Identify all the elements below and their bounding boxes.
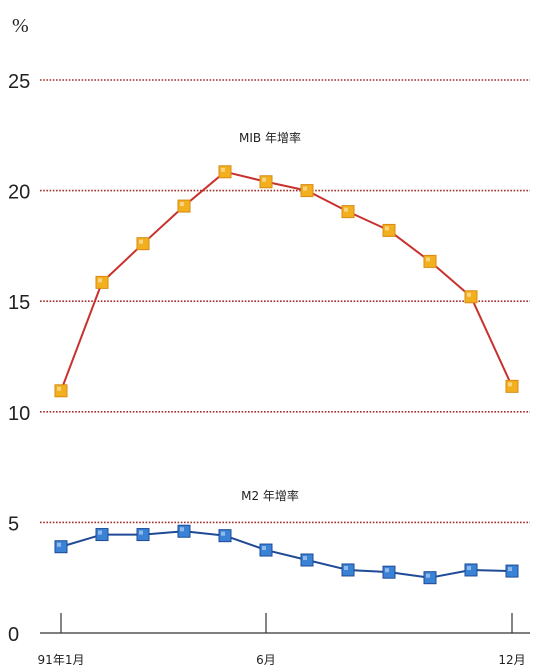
- marker-highlight: [385, 226, 389, 231]
- marker-square: [95, 275, 109, 289]
- data-point: [218, 165, 232, 179]
- marker-square: [423, 254, 437, 268]
- marker-highlight: [467, 565, 471, 570]
- data-point: [177, 199, 191, 213]
- data-point: [341, 205, 355, 219]
- data-point: [505, 379, 519, 393]
- marker-highlight: [139, 530, 143, 535]
- series-line-1: [60, 530, 513, 579]
- marker-square: [136, 528, 150, 542]
- marker-square: [341, 205, 355, 219]
- marker-square: [423, 571, 437, 585]
- marker-square: [382, 565, 396, 579]
- marker-highlight: [508, 382, 512, 387]
- marker-highlight: [221, 531, 225, 536]
- data-point: [177, 524, 191, 538]
- marker-square: [177, 524, 191, 538]
- marker-highlight: [98, 278, 102, 283]
- marker-square: [54, 540, 68, 554]
- marker-square: [177, 199, 191, 213]
- marker-highlight: [139, 239, 143, 244]
- y-tick-label-5: 5: [8, 513, 19, 535]
- series-lines: [60, 170, 513, 579]
- data-point: [300, 553, 314, 567]
- marker-highlight: [180, 527, 184, 532]
- marker-square: [300, 553, 314, 567]
- x-tick-label-0: 91年1月: [38, 653, 85, 667]
- data-point: [218, 529, 232, 543]
- data-point: [300, 184, 314, 198]
- x-axis: 91年1月 6月 12月: [38, 613, 530, 667]
- marker-square: [95, 528, 109, 542]
- x-tick-label-1: 6月: [256, 653, 276, 667]
- marker-square: [464, 563, 478, 577]
- data-point: [259, 543, 273, 557]
- data-point: [423, 254, 437, 268]
- data-point: [95, 275, 109, 289]
- marker-highlight: [426, 257, 430, 262]
- y-tick-label-15: 15: [8, 292, 30, 314]
- data-point: [423, 571, 437, 585]
- marker-highlight: [344, 207, 348, 212]
- marker-highlight: [303, 556, 307, 561]
- data-point: [136, 237, 150, 251]
- marker-highlight: [303, 186, 307, 191]
- marker-highlight: [221, 167, 225, 172]
- y-unit-label: %: [12, 15, 29, 37]
- marker-highlight: [262, 546, 266, 551]
- marker-highlight: [344, 565, 348, 570]
- marker-square: [464, 290, 478, 304]
- data-point: [341, 563, 355, 577]
- marker-highlight: [426, 573, 430, 578]
- marker-highlight: [98, 530, 102, 535]
- series-label-m2: M2 年增率: [241, 488, 299, 503]
- series-label-mib: MIB 年增率: [239, 130, 301, 145]
- data-point: [95, 528, 109, 542]
- data-point: [505, 564, 519, 578]
- y-tick-label-10: 10: [8, 403, 30, 425]
- marker-highlight: [262, 177, 266, 182]
- data-point: [382, 223, 396, 237]
- marker-square: [136, 237, 150, 251]
- marker-square: [382, 223, 396, 237]
- y-tick-label-0: 0: [8, 624, 19, 646]
- data-point: [54, 384, 68, 398]
- data-point: [382, 565, 396, 579]
- marker-square: [300, 184, 314, 198]
- marker-square: [505, 379, 519, 393]
- marker-highlight: [385, 568, 389, 573]
- marker-highlight: [180, 202, 184, 207]
- gridlines: [40, 79, 530, 524]
- data-point: [464, 290, 478, 304]
- marker-square: [341, 563, 355, 577]
- series-markers: [54, 165, 519, 585]
- x-tick-label-2: 12月: [498, 653, 525, 667]
- marker-highlight: [467, 292, 471, 297]
- data-point: [464, 563, 478, 577]
- marker-square: [54, 384, 68, 398]
- data-point: [54, 540, 68, 554]
- marker-square: [218, 165, 232, 179]
- series-line-0: [60, 170, 513, 392]
- marker-highlight: [57, 542, 61, 547]
- marker-square: [218, 529, 232, 543]
- y-tick-labels: 0 5 10 15 20 25: [8, 71, 30, 646]
- data-point: [136, 528, 150, 542]
- marker-square: [259, 175, 273, 189]
- marker-square: [259, 543, 273, 557]
- marker-highlight: [57, 386, 61, 391]
- marker-highlight: [508, 567, 512, 572]
- y-tick-label-20: 20: [8, 182, 30, 204]
- data-point: [259, 175, 273, 189]
- y-tick-label-25: 25: [8, 71, 30, 93]
- marker-square: [505, 564, 519, 578]
